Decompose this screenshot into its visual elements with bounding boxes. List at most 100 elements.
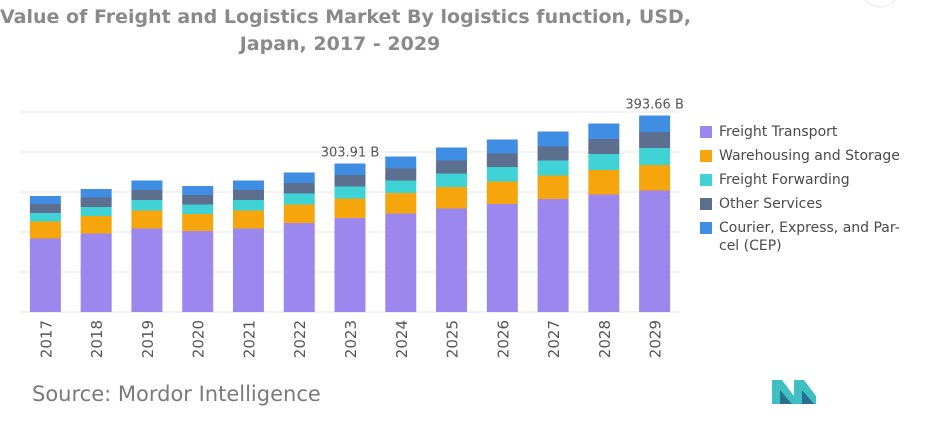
bar-2028-freight_forwarding [588,154,620,170]
bar-2028-freight_transport [588,194,620,312]
x-tick-label-2019: 2019 [139,320,157,358]
bar-2027-cep [537,131,569,147]
chart-x-tick-labels: 2017 2018 2019 2020 2021 2022 2023 2024 2025 2026… [37,320,664,358]
bar-2026-freight_forwarding [486,167,518,182]
legend-label-cep: Courier, Express, and Par-cel (CEP) [719,220,900,254]
bar-2029-freight_transport [639,190,671,312]
x-tick-label-2027: 2027 [545,320,563,358]
bar-2020-freight_forwarding [182,204,214,214]
x-tick-label-2025: 2025 [444,320,462,358]
legend-swatch-freight-transport [700,126,712,138]
legend-item-other-services: Other Services [700,195,915,213]
bar-2028-other_services [588,139,620,154]
legend-item-cep: Courier, Express, and Par-cel (CEP) [700,219,915,255]
bar-2024-freight_transport [385,213,417,312]
bar-2025-freight_forwarding [436,173,468,187]
legend-label-freight-transport: Freight Transport [719,124,838,140]
bar-2025-freight_transport [436,208,468,312]
chart-title-line-1: Value of Freight and Logistics Market By… [0,6,691,28]
bar-2018-other_services [80,197,112,207]
bar-2026-freight_transport [486,204,518,312]
bar-2029-other_services [639,132,671,148]
bar-2021-cep [232,180,264,190]
bar-2022-freight_transport [283,223,315,312]
bar-2023-freight_transport [334,218,366,312]
data-label-2029: 393.66 B [625,98,684,113]
bar-2017-warehousing [29,221,61,239]
bar-2023-other_services [334,175,366,187]
bar-2024-cep [385,156,417,169]
bar-2029-freight_forwarding [639,148,671,165]
x-tick-label-2022: 2022 [291,320,309,358]
legend-label-warehousing: Warehousing and Storage [719,148,900,164]
expand-icon[interactable] [860,0,900,10]
bar-2028-warehousing [588,170,620,195]
bar-2024-freight_forwarding [385,180,417,193]
bar-2027-freight_transport [537,199,569,312]
bar-2027-warehousing [537,175,569,199]
legend-item-freight-transport: Freight Transport [700,123,915,141]
bar-2019-warehousing [131,210,163,229]
bar-2018-warehousing [80,216,112,234]
bar-2026-other_services [486,153,518,167]
legend-label-other-services: Other Services [719,196,823,212]
bar-2029-cep [639,115,671,132]
x-tick-label-2029: 2029 [647,320,665,358]
bar-2021-other_services [232,190,264,200]
bar-2025-warehousing [436,187,468,209]
data-label-2023: 303.91 B [321,146,380,161]
chart-data-labels: 303.91 B 393.66 B [321,98,684,161]
mordor-intelligence-logo [772,380,816,404]
bar-2017-freight_forwarding [29,213,61,222]
bar-2017-cep [29,196,61,204]
x-tick-label-2018: 2018 [88,320,106,358]
bar-2019-cep [131,180,163,190]
source-label: Source: [32,382,112,406]
chart-title-line-2: Japan, 2017 - 2029 [239,33,441,55]
bar-2020-cep [182,186,214,195]
bar-2019-other_services [131,190,163,200]
bar-2024-warehousing [385,193,417,214]
x-tick-label-2017: 2017 [37,320,55,358]
legend-swatch-cep [700,222,712,234]
legend-item-freight-forwarding: Freight Forwarding [700,171,915,189]
bar-2019-freight_forwarding [131,200,163,211]
chart-title: Value of Freight and Logistics Market By… [0,4,691,58]
legend-swatch-other-services [700,198,712,210]
bar-2027-freight_forwarding [537,160,569,176]
bar-2018-cep [80,189,112,198]
x-tick-label-2024: 2024 [393,320,411,358]
bar-2023-freight_forwarding [334,186,366,199]
x-tick-label-2026: 2026 [494,320,512,358]
bar-2020-other_services [182,195,214,205]
legend-label-freight-forwarding: Freight Forwarding [719,172,850,188]
source-note: Source: Mordor Intelligence [32,382,321,406]
bar-2023-cep [334,163,366,175]
bar-2022-other_services [283,183,315,194]
bar-2021-freight_transport [232,228,264,312]
x-tick-label-2023: 2023 [342,320,360,358]
bar-2024-other_services [385,168,417,181]
x-tick-label-2020: 2020 [190,320,208,358]
bar-2021-warehousing [232,210,264,229]
legend-swatch-freight-forwarding [700,174,712,186]
bar-2019-freight_transport [131,228,163,312]
bar-2029-warehousing [639,165,671,191]
bar-2021-freight_forwarding [232,200,264,211]
bar-2017-freight_transport [29,238,61,312]
bar-2026-cep [486,139,518,154]
bar-2018-freight_forwarding [80,207,112,216]
x-tick-label-2028: 2028 [596,320,614,358]
bar-2022-cep [283,172,315,183]
x-tick-label-2021: 2021 [240,320,258,358]
bar-2023-warehousing [334,198,366,218]
legend-swatch-warehousing [700,150,712,162]
bar-2026-warehousing [486,181,518,204]
bar-2017-other_services [29,204,61,213]
chart-bars [29,115,671,312]
bar-2020-freight_transport [182,231,214,312]
bar-2025-cep [436,147,468,161]
bar-2022-warehousing [283,204,315,223]
bar-2020-warehousing [182,214,214,231]
